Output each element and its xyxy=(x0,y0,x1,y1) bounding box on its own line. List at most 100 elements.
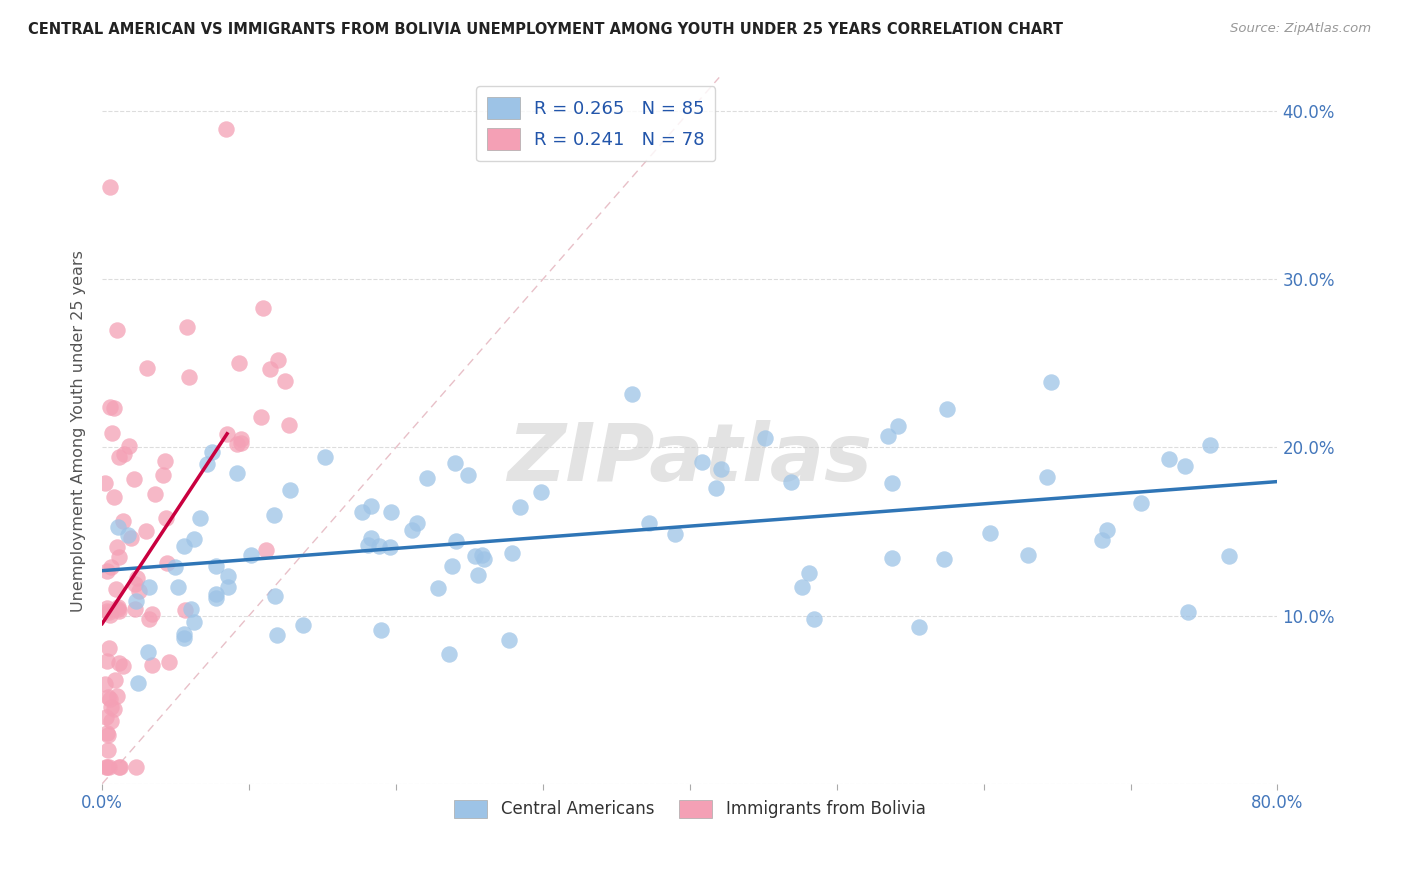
Point xyxy=(183,532,205,546)
Point xyxy=(124,577,146,591)
Point xyxy=(405,516,427,531)
Point xyxy=(467,568,489,582)
Point xyxy=(797,566,820,580)
Point xyxy=(472,551,495,566)
Point xyxy=(380,505,402,519)
Point xyxy=(98,400,121,414)
Point xyxy=(440,558,463,573)
Point xyxy=(107,520,129,534)
Point xyxy=(96,604,118,618)
Point xyxy=(704,481,727,495)
Point xyxy=(97,690,120,704)
Point xyxy=(94,760,117,774)
Point xyxy=(108,549,131,564)
Point xyxy=(173,627,195,641)
Point xyxy=(1177,605,1199,619)
Point xyxy=(367,539,389,553)
Point xyxy=(94,677,117,691)
Point xyxy=(1035,470,1057,484)
Point xyxy=(1040,376,1063,390)
Point xyxy=(107,602,129,616)
Point xyxy=(136,645,159,659)
Point xyxy=(122,472,145,486)
Point xyxy=(205,591,228,605)
Point xyxy=(159,655,181,669)
Point xyxy=(98,760,121,774)
Point xyxy=(263,508,285,522)
Point xyxy=(118,439,141,453)
Point xyxy=(710,462,733,476)
Point xyxy=(229,436,252,450)
Point xyxy=(108,760,131,774)
Point xyxy=(112,447,135,461)
Point xyxy=(803,612,825,626)
Point xyxy=(226,437,249,451)
Point xyxy=(138,580,160,594)
Point xyxy=(498,633,520,648)
Point xyxy=(112,514,135,528)
Point xyxy=(908,620,931,634)
Point xyxy=(100,714,122,728)
Point xyxy=(217,427,239,442)
Point xyxy=(637,516,659,530)
Point xyxy=(127,676,149,690)
Point xyxy=(225,466,247,480)
Point xyxy=(105,690,128,704)
Point xyxy=(360,531,382,545)
Point xyxy=(1174,458,1197,473)
Point xyxy=(754,431,776,445)
Point xyxy=(98,179,121,194)
Point xyxy=(183,615,205,629)
Point xyxy=(887,419,910,434)
Point xyxy=(105,323,128,337)
Point xyxy=(280,483,302,497)
Point xyxy=(416,471,439,485)
Point xyxy=(188,511,211,525)
Point xyxy=(471,548,494,562)
Point xyxy=(112,659,135,673)
Point xyxy=(152,468,174,483)
Point xyxy=(173,603,195,617)
Point xyxy=(96,726,118,740)
Point xyxy=(177,370,200,384)
Point xyxy=(217,569,239,583)
Point xyxy=(350,506,373,520)
Point xyxy=(215,122,238,136)
Text: Source: ZipAtlas.com: Source: ZipAtlas.com xyxy=(1230,22,1371,36)
Point xyxy=(360,499,382,513)
Point xyxy=(180,602,202,616)
Point xyxy=(125,571,148,585)
Point xyxy=(880,551,903,566)
Point xyxy=(231,432,253,446)
Point xyxy=(176,319,198,334)
Point xyxy=(97,728,120,742)
Point xyxy=(96,760,118,774)
Point xyxy=(205,558,228,573)
Point xyxy=(141,657,163,672)
Text: CENTRAL AMERICAN VS IMMIGRANTS FROM BOLIVIA UNEMPLOYMENT AMONG YOUTH UNDER 25 YE: CENTRAL AMERICAN VS IMMIGRANTS FROM BOLI… xyxy=(28,22,1063,37)
Point xyxy=(204,587,226,601)
Point xyxy=(267,352,290,367)
Point xyxy=(195,457,218,471)
Point xyxy=(509,500,531,514)
Point xyxy=(98,605,121,619)
Point xyxy=(378,540,401,554)
Point xyxy=(228,356,250,370)
Point xyxy=(120,531,142,545)
Point xyxy=(103,702,125,716)
Point xyxy=(128,583,150,598)
Point xyxy=(107,450,129,465)
Point xyxy=(664,526,686,541)
Point xyxy=(98,640,121,655)
Point xyxy=(103,673,125,687)
Point xyxy=(94,710,117,724)
Point xyxy=(108,604,131,618)
Point xyxy=(98,608,121,623)
Point xyxy=(100,560,122,574)
Point xyxy=(105,540,128,554)
Point xyxy=(100,700,122,714)
Point xyxy=(98,692,121,706)
Point xyxy=(292,618,315,632)
Point xyxy=(125,760,148,774)
Point xyxy=(173,539,195,553)
